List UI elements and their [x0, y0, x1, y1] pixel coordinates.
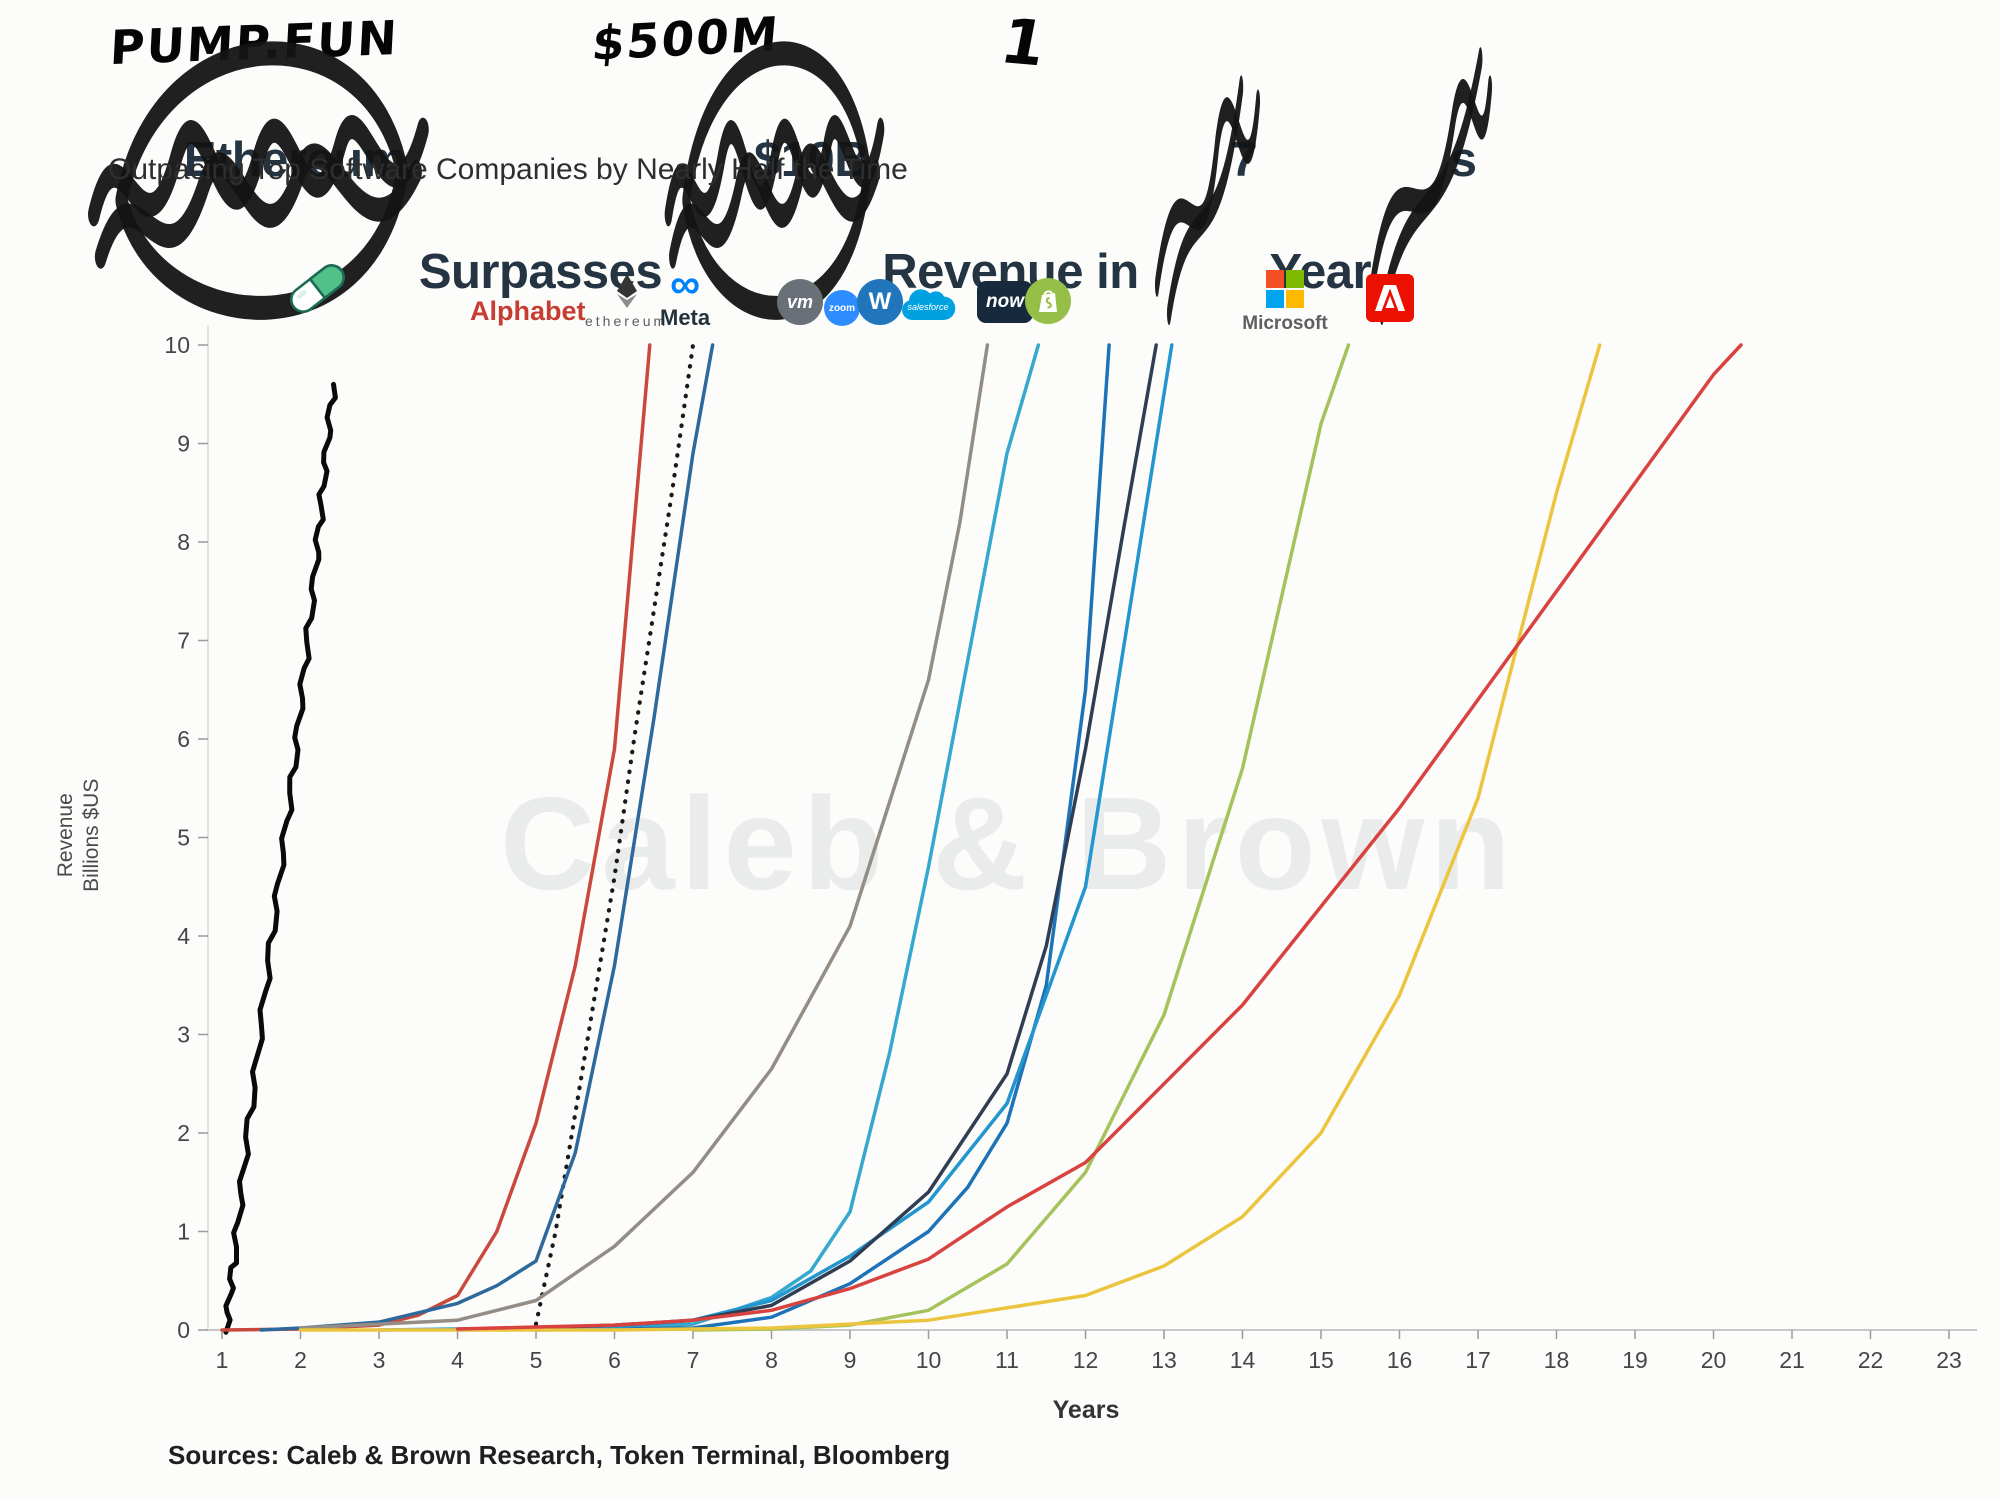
- y-axis-label-container: Revenue Billions $US: [0, 740, 174, 930]
- ethereum-logo: ethereum: [585, 274, 668, 329]
- svg-text:19: 19: [1622, 1347, 1648, 1373]
- svg-text:11: 11: [995, 1347, 1019, 1373]
- zoom-logo: zoom: [824, 290, 860, 326]
- servicenow-square-icon: now: [977, 281, 1033, 323]
- svg-text:23: 23: [1936, 1347, 1962, 1373]
- salesforce-logo: salesforce: [896, 282, 960, 326]
- subtitle: Outpacing Top Software Companies by Near…: [108, 153, 908, 186]
- sources-line: Sources: Caleb & Brown Research, Token T…: [168, 1440, 951, 1470]
- svg-text:1: 1: [216, 1347, 229, 1373]
- svg-text:6: 6: [608, 1347, 621, 1373]
- watermark: Caleb & Brown: [500, 770, 1517, 917]
- svg-text:5: 5: [530, 1347, 543, 1373]
- salesforce-cloud-icon: salesforce: [902, 289, 956, 321]
- vmware-logo: vm: [777, 279, 823, 325]
- svg-text:6: 6: [177, 726, 190, 752]
- svg-text:16: 16: [1387, 1347, 1413, 1373]
- svg-text:22: 22: [1858, 1347, 1884, 1373]
- svg-text:10: 10: [916, 1347, 942, 1373]
- adobe-square-icon: [1366, 274, 1414, 322]
- svg-text:20: 20: [1701, 1347, 1727, 1373]
- svg-text:2: 2: [294, 1347, 307, 1373]
- shopify-circle-icon: [1025, 278, 1071, 324]
- svg-text:8: 8: [765, 1347, 778, 1373]
- vmware-circle-icon: vm: [777, 279, 823, 325]
- svg-text:7: 7: [687, 1347, 700, 1373]
- svg-text:4: 4: [451, 1347, 464, 1373]
- adobe-logo: [1366, 274, 1414, 322]
- svg-text:3: 3: [177, 1022, 190, 1048]
- svg-text:21: 21: [1779, 1347, 1805, 1373]
- shopify-bag-icon: [1039, 290, 1057, 312]
- meta-infinity-icon: ∞: [670, 260, 701, 307]
- y-axis-label: Revenue Billions $US: [53, 778, 103, 892]
- svg-text:2: 2: [177, 1120, 190, 1146]
- zoom-circle-icon: zoom: [824, 290, 860, 326]
- svg-text:10: 10: [164, 332, 190, 358]
- svg-text:5: 5: [177, 825, 190, 851]
- svg-text:0: 0: [177, 1317, 190, 1343]
- ethereum-wordmark: ethereum: [585, 313, 669, 329]
- svg-text:salesforce: salesforce: [907, 302, 948, 312]
- microsoft-logo: Microsoft: [1240, 270, 1330, 335]
- svg-text:3: 3: [373, 1347, 386, 1373]
- shopify-logo: [1025, 278, 1071, 324]
- microsoft-squares-icon: [1266, 270, 1304, 308]
- alphabet-wordmark: Alphabet: [470, 296, 586, 326]
- svg-text:12: 12: [1073, 1347, 1099, 1373]
- svg-text:14: 14: [1230, 1347, 1256, 1373]
- svg-text:9: 9: [844, 1347, 857, 1373]
- servicenow-logo: now: [977, 281, 1033, 323]
- ethereum-diamond-icon: [616, 274, 637, 308]
- svg-text:18: 18: [1544, 1347, 1570, 1373]
- svg-text:9: 9: [177, 431, 190, 457]
- svg-text:15: 15: [1308, 1347, 1334, 1373]
- alphabet-logo: Alphabet: [470, 296, 586, 327]
- svg-text:1: 1: [177, 1219, 190, 1245]
- svg-text:8: 8: [177, 529, 190, 555]
- svg-text:7: 7: [177, 628, 190, 654]
- meta-logo: ∞ Meta: [660, 260, 711, 331]
- x-axis-label: Years: [1052, 1396, 1120, 1424]
- svg-text:13: 13: [1151, 1347, 1177, 1373]
- svg-text:4: 4: [177, 923, 190, 949]
- svg-text:17: 17: [1465, 1347, 1491, 1373]
- meta-wordmark: Meta: [660, 304, 711, 330]
- microsoft-wordmark: Microsoft: [1242, 313, 1328, 334]
